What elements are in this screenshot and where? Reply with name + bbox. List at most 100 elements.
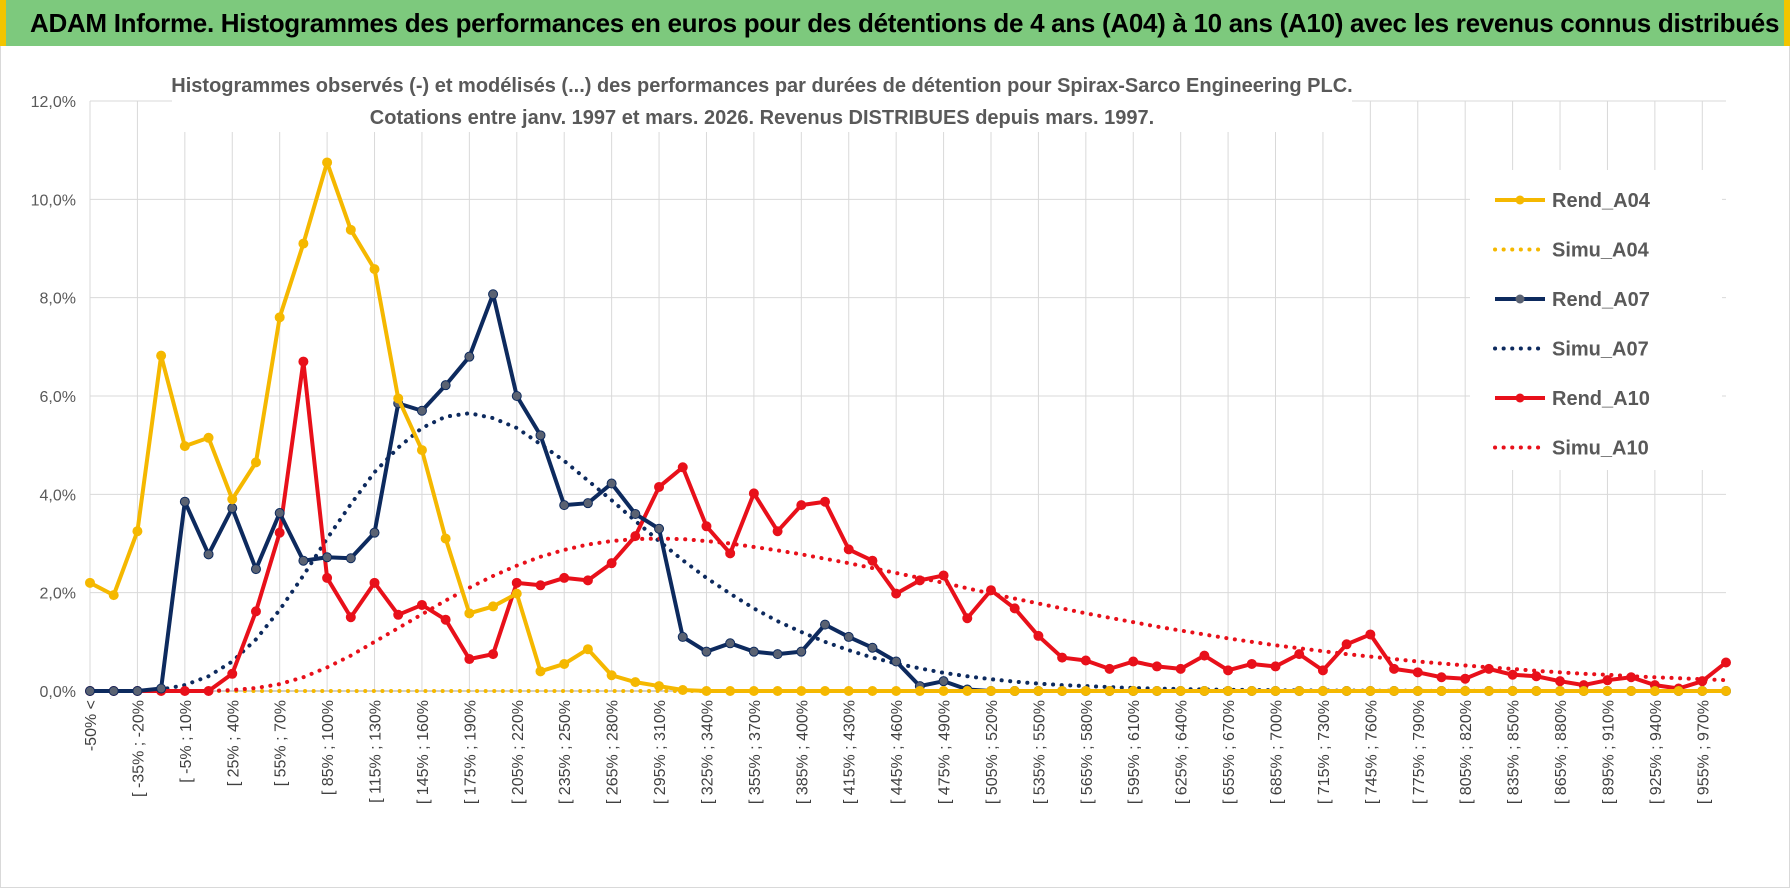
data-point-Rend_A04 [1602,686,1613,696]
data-point-Rend_A10 [938,570,949,581]
data-point-Rend_A07 [891,656,902,667]
x-tick-label: [ 265% ; 280% [605,700,622,804]
y-tick-label: 10,0% [31,192,76,209]
x-tick-label: [ 865% ; 880% [1553,700,1570,804]
chart-title-box: Histogrammes observés (-) et modélisés (… [171,66,1353,132]
data-point-Rend_A10 [1483,663,1494,674]
data-point-Rend_A10 [535,580,546,591]
data-point-Rend_A04 [1294,686,1305,696]
data-point-Rend_A04 [559,658,570,669]
data-point-Rend_A10 [867,555,878,566]
x-tick-label: [ 85% ; 100% [320,700,337,795]
data-point-Rend_A10 [796,500,807,511]
series-Simu_A10 [88,536,1728,693]
chart-title-line1: Histogrammes observés (-) et modélisés (… [171,75,1352,97]
y-axis: 0,0% 2,0% 4,0% 6,0% 8,0% 10,0% 12,0% [31,94,76,701]
series-line-Rend_A10 [90,359,1728,693]
data-point-Rend_A10 [179,686,190,696]
data-point-Rend_A04 [1223,686,1234,696]
x-tick-label: [ 625% ; 640% [1174,700,1191,804]
data-point-Rend_A10 [843,544,854,555]
data-point-Rend_A10 [1104,663,1115,674]
data-point-Rend_A10 [725,548,736,559]
data-point-Rend_A10 [1436,672,1447,683]
data-point-Rend_A04 [227,494,238,505]
data-point-Rend_A04 [250,457,261,468]
legend-label: Rend_A10 [1552,388,1650,410]
data-point-Rend_A10 [1697,676,1708,687]
x-tick-label: [ 25% ; 40% [225,700,242,786]
data-point-Rend_A10 [1555,676,1566,687]
data-point-Rend_A04 [322,157,333,168]
data-point-Rend_A07 [701,646,712,657]
report-title: ADAM Informe. Histogrammes des performan… [30,8,1780,38]
data-point-Rend_A04 [203,432,214,443]
data-point-Rend_A07 [250,564,261,575]
x-tick-label: [ 235% ; 250% [557,700,574,804]
data-point-Rend_A10 [298,356,309,367]
data-point-Rend_A04 [179,441,190,452]
data-point-Rend_A10 [677,462,688,473]
data-point-Rend_A04 [1128,686,1139,696]
data-point-Rend_A04 [1199,686,1210,696]
data-point-Rend_A10 [582,575,593,586]
data-point-Rend_A10 [1460,673,1471,684]
data-point-Rend_A07 [820,619,831,630]
data-point-Rend_A04 [1009,686,1020,696]
data-point-Rend_A04 [1673,686,1684,696]
data-point-Rend_A04 [843,686,854,696]
data-point-Rend_A10 [701,521,712,532]
data-point-Rend_A07 [606,478,617,489]
x-tick-label: [ 685% ; 700% [1269,700,1286,804]
x-tick-label: [ 295% ; 310% [652,700,669,804]
series-line-Simu_A10 [88,536,1728,693]
data-point-Rend_A07 [582,498,593,509]
x-tick-label: [ 535% ; 550% [1031,700,1048,804]
data-point-Rend_A04 [772,686,783,696]
data-point-Rend_A04 [796,686,807,696]
data-point-Rend_A04 [274,312,285,323]
data-point-Rend_A04 [298,238,309,249]
x-tick-label: [ 925% ; 940% [1648,700,1665,804]
data-point-Rend_A10 [914,575,925,586]
data-point-Rend_A07 [156,683,167,694]
x-axis: -50% < [ -35% ; -20% [ -5% ; 10% [ 25% ; 40… [83,690,1726,804]
data-point-Rend_A07 [843,631,854,642]
legend-item-Rend_A07: Rend_A07 [1495,289,1650,311]
data-point-Rend_A04 [938,686,949,696]
data-point-Rend_A07 [867,642,878,653]
data-point-Rend_A04 [1436,686,1447,696]
x-tick-label: [ 175% ; 190% [462,700,479,804]
x-tick-label: [ -5% ; 10% [178,700,195,783]
x-tick-label: [ 115% ; 130% [368,700,385,803]
data-point-Rend_A04 [1649,686,1660,696]
x-tick-label: [ 205% ; 220% [510,700,527,804]
data-point-Rend_A04 [1365,686,1376,696]
data-point-Rend_A10 [1057,652,1068,663]
data-point-Rend_A07 [274,508,285,519]
data-point-Rend_A10 [748,488,759,499]
legend-marker [1515,294,1525,304]
x-tick-label: [ 715% ; 730% [1316,700,1333,804]
x-tick-label: [ 385% ; 400% [794,700,811,804]
data-point-Rend_A07 [440,380,451,391]
data-point-Rend_A07 [938,676,949,687]
data-point-Rend_A10 [274,527,285,538]
legend-item-Simu_A07: Simu_A07 [1493,339,1649,361]
data-point-Rend_A07 [227,503,238,514]
legend: Rend_A04 Simu_A04 Rend_A07 Simu_A07 Rend_A10… [1470,170,1722,470]
data-point-Rend_A07 [511,391,522,401]
data-point-Rend_A04 [891,686,902,696]
data-point-Rend_A04 [393,393,404,404]
data-point-Rend_A10 [559,572,570,583]
data-point-Rend_A10 [1341,639,1352,650]
data-point-Rend_A04 [1697,686,1708,696]
data-point-Rend_A04 [1246,686,1257,696]
data-point-Rend_A04 [156,350,167,361]
data-point-Rend_A10 [250,606,261,617]
legend-marker [1515,195,1525,205]
data-point-Rend_A10 [1389,663,1400,674]
data-point-Rend_A04 [914,686,925,696]
data-point-Rend_A04 [488,601,499,612]
data-point-Rend_A04 [1578,686,1589,696]
